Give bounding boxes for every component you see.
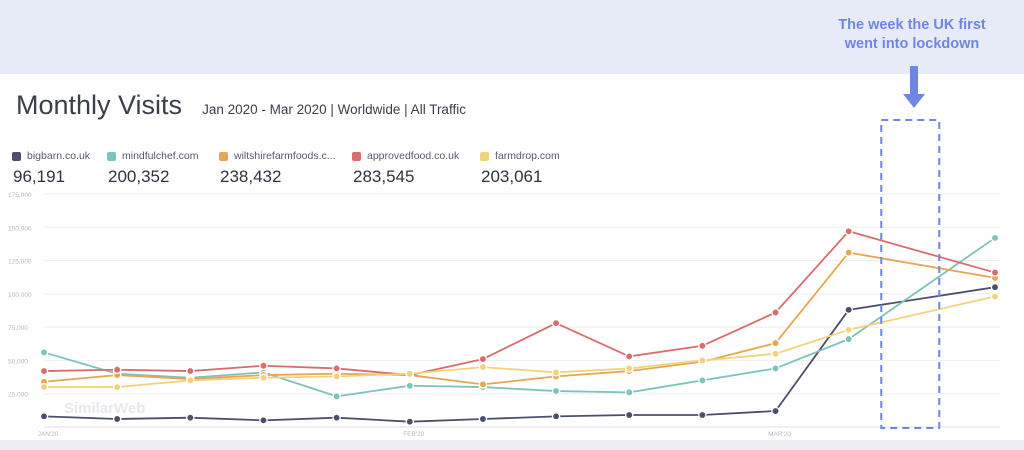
data-point <box>405 369 415 378</box>
y-tick-label: 100,000 <box>8 292 32 299</box>
legend-swatch <box>352 151 361 161</box>
footer-bar <box>0 440 1024 450</box>
y-tick-label: 125,000 <box>8 259 32 266</box>
legend-item-mindfulchef[interactable]: mindfulchef.com 200,352 <box>107 150 198 187</box>
data-point <box>186 366 195 376</box>
chart-header: Monthly Visits Jan 2020 - Mar 2020 | Wor… <box>16 90 466 120</box>
data-point <box>39 382 49 392</box>
data-point <box>844 227 853 236</box>
legend-label: farmdrop.com <box>495 150 560 162</box>
data-point <box>332 372 341 381</box>
data-point <box>771 406 780 416</box>
data-point <box>332 413 341 422</box>
series-line <box>43 286 996 423</box>
data-point <box>259 416 268 425</box>
data-point <box>112 414 122 424</box>
x-tick-label: FEB'20 <box>403 431 424 438</box>
data-point <box>551 368 561 377</box>
y-tick-label: 50,000 <box>8 358 28 365</box>
data-point <box>478 354 488 364</box>
annotation-line-2: went into lockdown <box>844 36 980 52</box>
y-tick-label: 150,000 <box>8 225 32 232</box>
page-title: Monthly Visits <box>16 90 183 120</box>
legend-total: 203,061 <box>481 167 543 186</box>
lockdown-highlight-box <box>880 119 941 429</box>
data-point <box>551 318 561 328</box>
legend-swatch <box>219 151 228 161</box>
x-tick-label: MAR'20 <box>768 431 791 438</box>
legend-total: 283,545 <box>353 167 415 186</box>
data-point <box>624 410 634 420</box>
legend-label: mindfulchef.com <box>122 150 199 162</box>
data-point <box>990 233 1000 243</box>
data-point <box>698 341 707 351</box>
legend-total: 96,191 <box>13 167 65 186</box>
y-tick-label: 25,000 <box>8 392 28 399</box>
watermark: SimilarWeb <box>64 400 145 417</box>
legend-label: wiltshirefarmfoods.c... <box>234 150 336 162</box>
data-point <box>405 417 415 426</box>
data-point <box>844 325 853 335</box>
data-point <box>698 356 707 365</box>
y-tick-label: 175,000 <box>8 192 32 199</box>
data-point <box>259 361 268 371</box>
data-point <box>771 349 780 359</box>
data-point <box>844 334 853 344</box>
data-point <box>624 352 634 361</box>
legend-item-farmdrop[interactable]: farmdrop.com 203,061 <box>480 150 560 187</box>
legend-item-bigbarn[interactable]: bigbarn.co.uk 96,191 <box>12 150 90 187</box>
data-point <box>990 292 1000 301</box>
data-point <box>259 373 268 382</box>
data-point <box>186 413 195 422</box>
data-point <box>990 268 1000 277</box>
data-point <box>771 338 780 348</box>
legend-swatch <box>12 151 21 161</box>
data-point <box>990 282 1000 292</box>
data-point <box>624 364 634 373</box>
data-point <box>624 388 634 397</box>
data-point <box>478 362 488 372</box>
legend-item-approvedfood[interactable]: approvedfood.co.uk 283,545 <box>352 150 459 187</box>
x-tick-label: JAN'20 <box>38 431 59 438</box>
data-point <box>551 386 561 396</box>
arrow-down-icon <box>903 66 925 108</box>
page-subtitle: Jan 2020 - Mar 2020 | Worldwide | All Tr… <box>202 102 466 117</box>
legend-swatch <box>107 151 116 161</box>
data-point <box>332 364 341 373</box>
legend-label: bigbarn.co.uk <box>27 150 91 162</box>
data-point <box>186 376 195 385</box>
legend-label: approvedfood.co.uk <box>367 150 460 162</box>
legend-swatch <box>480 151 489 161</box>
data-point <box>478 414 488 424</box>
y-tick-label: 75,000 <box>8 325 28 332</box>
data-point <box>332 392 341 401</box>
lockdown-annotation: The week the UK first went into lockdown <box>812 16 1012 54</box>
annotation-line-1: The week the UK first <box>838 17 986 33</box>
data-point <box>771 364 780 373</box>
data-point <box>844 305 853 315</box>
data-point <box>405 381 415 390</box>
data-point <box>844 248 853 257</box>
data-point <box>39 366 49 376</box>
data-point <box>771 308 780 317</box>
annotation-banner <box>0 0 1024 74</box>
data-point <box>112 365 122 374</box>
data-point <box>39 412 49 421</box>
legend-item-wiltshirefarmfoods[interactable]: wiltshirefarmfoods.c... 238,432 <box>219 150 336 187</box>
legend-total: 238,432 <box>220 167 282 186</box>
data-point <box>698 376 707 385</box>
series-line <box>43 251 996 386</box>
data-point <box>478 380 488 389</box>
data-point <box>39 348 49 357</box>
data-point <box>112 382 122 392</box>
legend-total: 200,352 <box>108 167 170 186</box>
data-point <box>698 410 707 420</box>
data-point <box>551 412 561 421</box>
